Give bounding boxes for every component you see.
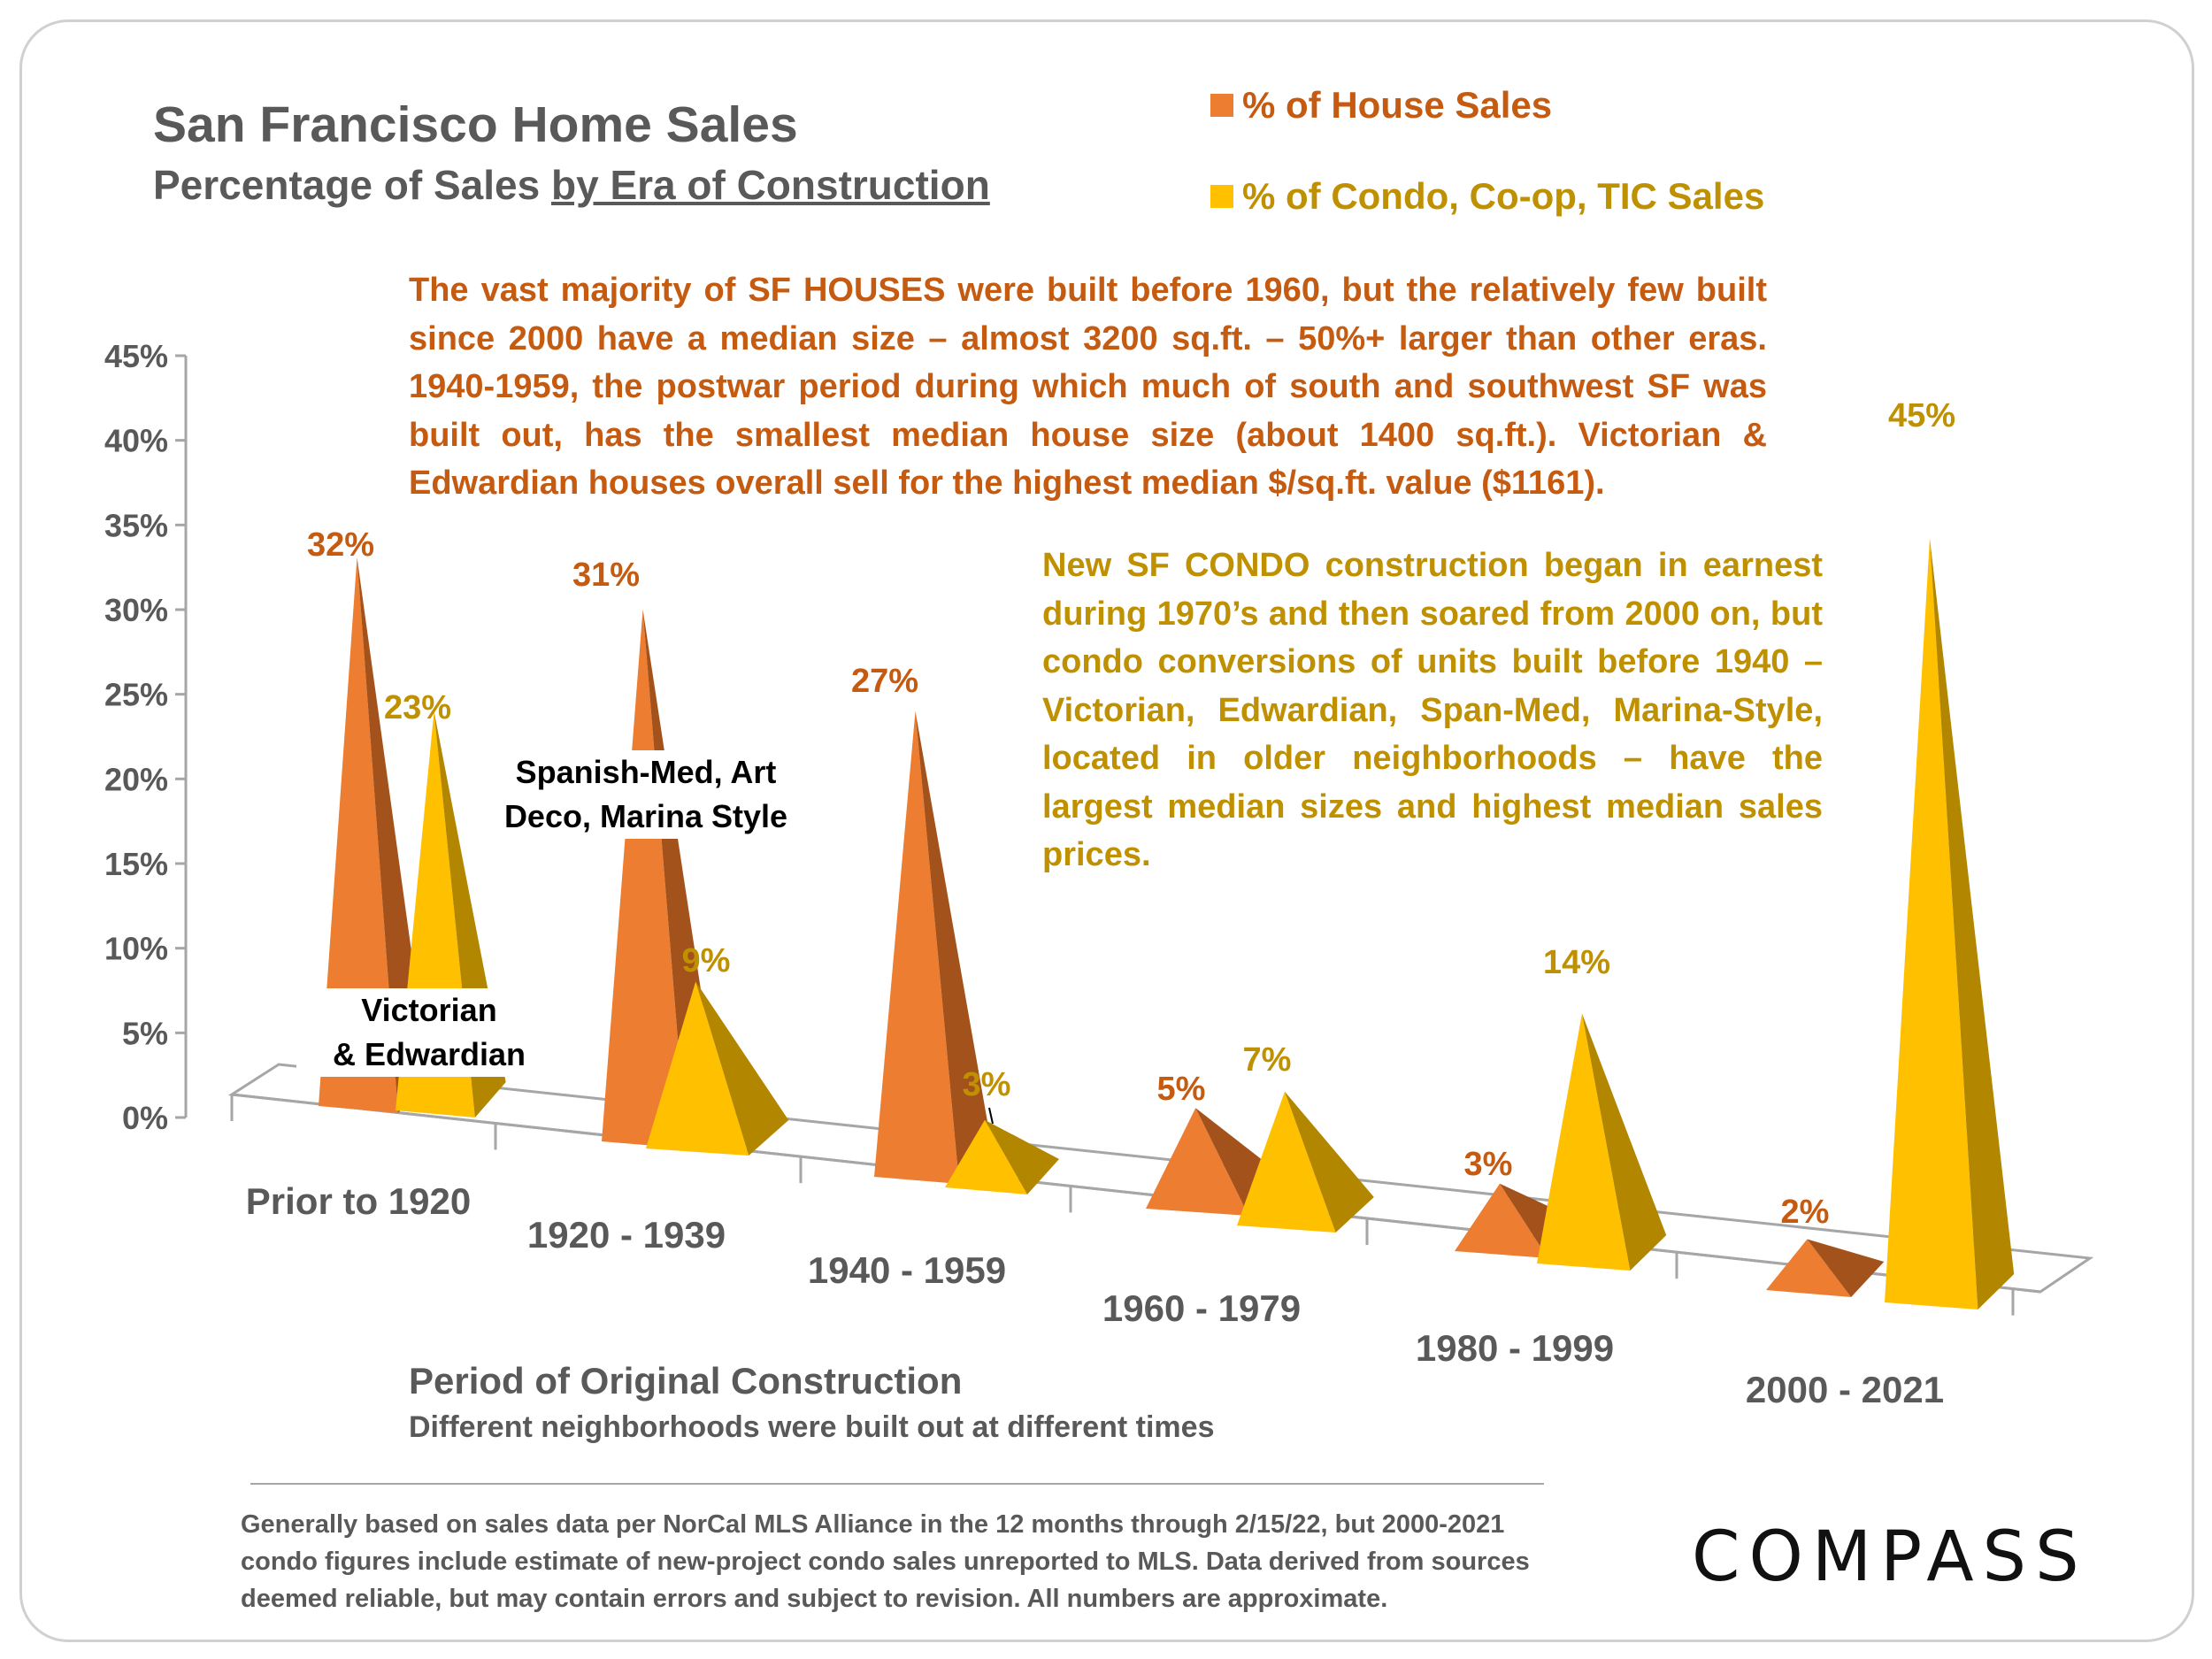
house-bar-front [1766, 1239, 1852, 1297]
house-data-label: 27% [851, 663, 918, 700]
x-category-label: 1980 - 1999 [1416, 1327, 1614, 1369]
condo-bar-front [1885, 538, 1978, 1310]
victorian-line2: & Edwardian [332, 1036, 526, 1072]
chart-subtitle: Percentage of Sales by Era of Constructi… [153, 161, 990, 209]
leader-line [988, 1107, 994, 1125]
house-bar-front [602, 609, 687, 1148]
house-data-label: 31% [572, 557, 640, 594]
condo-bar [1885, 538, 2015, 1310]
y-tick-label: 20% [104, 761, 168, 797]
house-data-label: 32% [307, 526, 374, 564]
victorian-annotation: Victorian & Edwardian [296, 988, 562, 1077]
spanish-annotation: Spanish-Med, Art Deco, Marina Style [491, 750, 801, 839]
subtitle-prefix: Percentage of Sales [153, 162, 551, 208]
x-axis-title: Period of Original Construction [409, 1360, 963, 1402]
chart-title: San Francisco Home Sales [153, 96, 798, 153]
condo-bar-side [1930, 538, 2015, 1310]
spanish-line2: Deco, Marina Style [503, 798, 788, 834]
x-axis-line [231, 1093, 2041, 1294]
y-tick-label: 15% [104, 846, 168, 882]
footer-disclaimer: Generally based on sales data per NorCal… [241, 1510, 1530, 1613]
condo-data-label: 45% [1888, 397, 1955, 434]
compass-logo: COMPASS [1692, 1517, 2088, 1597]
legend-house-label: % of House Sales [1242, 84, 1553, 126]
legend-condo-swatch [1210, 185, 1233, 208]
condo-bar-side [695, 981, 789, 1156]
x-category-label: Prior to 1920 [246, 1180, 471, 1222]
house-bar-front [874, 710, 960, 1184]
condo-bar-front [646, 981, 749, 1156]
house-note: The vast majority of SF HOUSES were buil… [409, 272, 1767, 502]
house-bar [1766, 1239, 1885, 1297]
legend-condo-label: % of Condo, Co-op, TIC Sales [1242, 175, 1765, 217]
condo-bar [945, 1119, 1059, 1194]
house-bar-side [1807, 1239, 1885, 1297]
x-category-label: 1920 - 1939 [527, 1214, 726, 1256]
legend-house-swatch [1210, 94, 1233, 117]
condo-bar-side [1582, 1013, 1667, 1271]
x-category-label: 2000 - 2021 [1746, 1369, 1944, 1410]
condo-bar-front [1237, 1091, 1336, 1233]
condo-data-label: 3% [963, 1066, 1011, 1103]
condo-data-label: 14% [1543, 944, 1610, 981]
x-category-label: 1960 - 1979 [1102, 1287, 1301, 1329]
house-bar [874, 710, 993, 1184]
y-tick-label: 0% [122, 1100, 168, 1136]
house-data-label: 3% [1464, 1146, 1513, 1183]
spanish-line1: Spanish-Med, Art [515, 754, 777, 790]
condo-bar [1237, 1091, 1374, 1233]
y-tick-label: 35% [104, 507, 168, 543]
house-data-label: 5% [1157, 1071, 1206, 1108]
x-axis-subtitle: Different neighborhoods were built out a… [409, 1410, 1215, 1444]
condo-bar-side [985, 1119, 1059, 1194]
house-bar-front [1146, 1108, 1249, 1216]
condo-data-label: 7% [1243, 1041, 1292, 1079]
legend-house: % of House Sales [1210, 84, 1552, 127]
condo-bar-front [945, 1119, 1027, 1194]
y-tick-label: 40% [104, 423, 168, 459]
x-category-label: 1940 - 1959 [808, 1249, 1006, 1291]
y-tick-label: 5% [122, 1015, 168, 1051]
house-bar-front [1455, 1183, 1548, 1258]
house-bar-side [915, 710, 993, 1184]
y-tick-label: 30% [104, 592, 168, 628]
y-tick-label: 10% [104, 931, 168, 967]
condo-data-label: 23% [384, 689, 451, 726]
y-tick-label: 25% [104, 677, 168, 713]
footer-divider [250, 1483, 1544, 1485]
legend-condo: % of Condo, Co-op, TIC Sales [1210, 175, 1764, 218]
victorian-line1: Victorian [361, 992, 497, 1028]
condo-bar-front [1537, 1013, 1631, 1271]
condo-bar [646, 981, 789, 1156]
condo-bar [1537, 1013, 1667, 1271]
house-data-label: 2% [1781, 1194, 1830, 1231]
y-tick-label: 45% [104, 338, 168, 374]
condo-note: New SF CONDO construction began in earne… [1042, 547, 1823, 873]
condo-bar-side [1285, 1091, 1374, 1233]
subtitle-underlined: by Era of Construction [550, 162, 990, 208]
condo-data-label: 9% [682, 942, 731, 979]
house-bar-front [319, 557, 398, 1113]
